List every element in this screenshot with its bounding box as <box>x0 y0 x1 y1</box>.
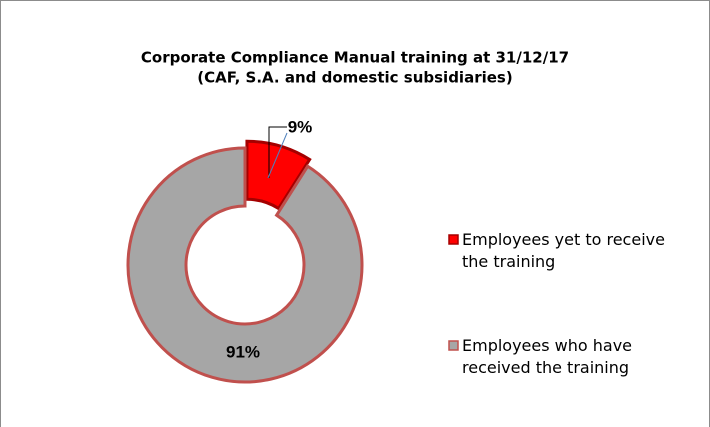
data-label: 91% <box>226 342 260 361</box>
legend-marker <box>448 234 459 245</box>
donut-segment <box>126 146 364 384</box>
chart-title: Corporate Compliance Manual training at … <box>141 49 569 67</box>
legend-label: Employees who have received the training <box>462 336 633 377</box>
legend-marker <box>448 340 459 351</box>
leader-line <box>267 132 288 179</box>
data-label: 9% <box>288 117 313 136</box>
chart-title: (CAF, S.A. and domestic subsidiaries) <box>197 69 512 87</box>
legend-label: Employees yet to receive the training <box>462 230 665 271</box>
leader-line <box>268 126 287 178</box>
donut-segment <box>245 139 312 211</box>
